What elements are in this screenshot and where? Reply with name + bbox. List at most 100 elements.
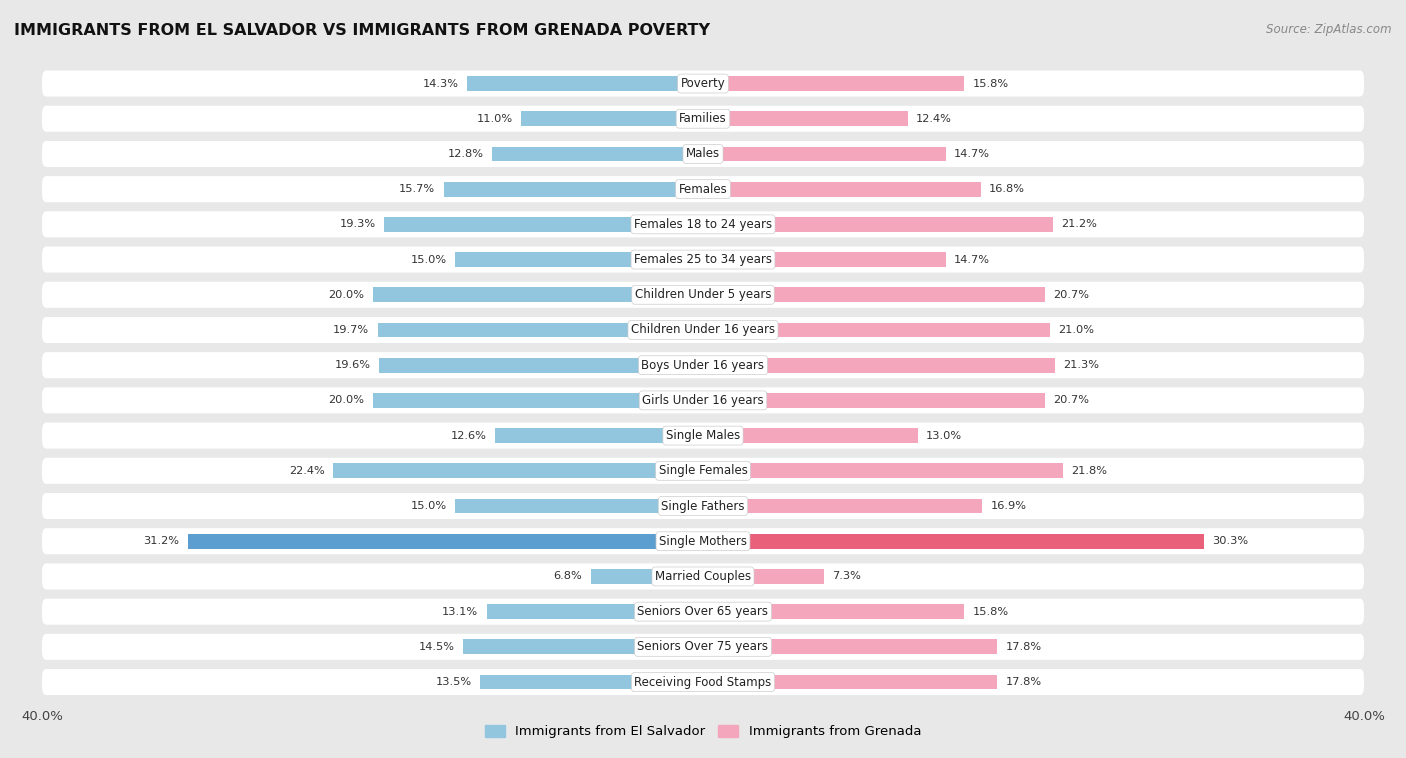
Text: 21.0%: 21.0%: [1059, 325, 1094, 335]
Bar: [703, 182, 980, 196]
Text: IMMIGRANTS FROM EL SALVADOR VS IMMIGRANTS FROM GRENADA POVERTY: IMMIGRANTS FROM EL SALVADOR VS IMMIGRANT…: [14, 23, 710, 38]
Bar: [703, 146, 946, 161]
Text: 19.6%: 19.6%: [335, 360, 371, 370]
Text: 15.0%: 15.0%: [411, 255, 447, 265]
FancyBboxPatch shape: [42, 105, 1364, 132]
Text: 30.3%: 30.3%: [1212, 536, 1249, 547]
Text: 12.8%: 12.8%: [447, 149, 484, 159]
FancyBboxPatch shape: [42, 493, 1364, 519]
Legend: Immigrants from El Salvador, Immigrants from Grenada: Immigrants from El Salvador, Immigrants …: [479, 719, 927, 744]
Bar: [703, 428, 918, 443]
Text: Receiving Food Stamps: Receiving Food Stamps: [634, 675, 772, 688]
Text: Seniors Over 75 years: Seniors Over 75 years: [637, 641, 769, 653]
Bar: [373, 287, 703, 302]
Text: 17.8%: 17.8%: [1005, 677, 1042, 687]
Text: Single Males: Single Males: [666, 429, 740, 442]
Text: Boys Under 16 years: Boys Under 16 years: [641, 359, 765, 371]
Bar: [703, 358, 1054, 373]
Text: 15.8%: 15.8%: [973, 79, 1008, 89]
Bar: [703, 499, 983, 513]
Bar: [703, 640, 997, 654]
Bar: [378, 323, 703, 337]
Text: 20.0%: 20.0%: [329, 396, 364, 406]
Text: 19.7%: 19.7%: [333, 325, 370, 335]
FancyBboxPatch shape: [42, 458, 1364, 484]
Bar: [703, 463, 1063, 478]
Text: 17.8%: 17.8%: [1005, 642, 1042, 652]
Bar: [703, 217, 1053, 232]
FancyBboxPatch shape: [42, 563, 1364, 590]
Bar: [373, 393, 703, 408]
Text: Families: Families: [679, 112, 727, 125]
FancyBboxPatch shape: [42, 317, 1364, 343]
Text: Males: Males: [686, 148, 720, 161]
Text: 12.6%: 12.6%: [451, 431, 486, 440]
Text: Children Under 16 years: Children Under 16 years: [631, 324, 775, 337]
Text: 16.9%: 16.9%: [990, 501, 1026, 511]
Text: 15.7%: 15.7%: [399, 184, 436, 194]
FancyBboxPatch shape: [42, 70, 1364, 96]
Bar: [456, 252, 703, 267]
Bar: [456, 499, 703, 513]
Bar: [703, 252, 946, 267]
Bar: [187, 534, 703, 549]
Text: 14.5%: 14.5%: [419, 642, 456, 652]
Text: Poverty: Poverty: [681, 77, 725, 90]
Text: 14.7%: 14.7%: [955, 255, 990, 265]
Bar: [495, 428, 703, 443]
FancyBboxPatch shape: [42, 141, 1364, 167]
Bar: [703, 534, 1204, 549]
Text: Females 25 to 34 years: Females 25 to 34 years: [634, 253, 772, 266]
FancyBboxPatch shape: [42, 352, 1364, 378]
Text: Single Females: Single Females: [658, 465, 748, 478]
FancyBboxPatch shape: [42, 246, 1364, 273]
Text: 22.4%: 22.4%: [288, 466, 325, 476]
Text: 13.0%: 13.0%: [927, 431, 962, 440]
Text: 31.2%: 31.2%: [143, 536, 180, 547]
Bar: [380, 358, 703, 373]
FancyBboxPatch shape: [42, 669, 1364, 695]
Bar: [703, 287, 1045, 302]
Text: Married Couples: Married Couples: [655, 570, 751, 583]
Text: 20.0%: 20.0%: [329, 290, 364, 299]
Text: 13.1%: 13.1%: [443, 606, 478, 617]
Text: 11.0%: 11.0%: [477, 114, 513, 124]
Text: 21.2%: 21.2%: [1062, 219, 1097, 230]
Bar: [467, 76, 703, 91]
Bar: [703, 393, 1045, 408]
FancyBboxPatch shape: [42, 282, 1364, 308]
Text: 21.8%: 21.8%: [1071, 466, 1108, 476]
FancyBboxPatch shape: [42, 387, 1364, 413]
Text: 20.7%: 20.7%: [1053, 290, 1090, 299]
Bar: [492, 146, 703, 161]
FancyBboxPatch shape: [42, 528, 1364, 554]
Text: 13.5%: 13.5%: [436, 677, 471, 687]
Text: Females: Females: [679, 183, 727, 196]
Bar: [703, 569, 824, 584]
Bar: [464, 640, 703, 654]
FancyBboxPatch shape: [42, 211, 1364, 237]
Text: Children Under 5 years: Children Under 5 years: [634, 288, 772, 301]
Text: 14.3%: 14.3%: [422, 79, 458, 89]
Text: 15.0%: 15.0%: [411, 501, 447, 511]
FancyBboxPatch shape: [42, 634, 1364, 660]
Bar: [479, 675, 703, 690]
Text: Source: ZipAtlas.com: Source: ZipAtlas.com: [1267, 23, 1392, 36]
Bar: [486, 604, 703, 619]
Text: 7.3%: 7.3%: [832, 572, 860, 581]
Bar: [444, 182, 703, 196]
Text: Females 18 to 24 years: Females 18 to 24 years: [634, 218, 772, 231]
Bar: [703, 604, 965, 619]
Text: 15.8%: 15.8%: [973, 606, 1008, 617]
Text: 6.8%: 6.8%: [554, 572, 582, 581]
Text: 16.8%: 16.8%: [988, 184, 1025, 194]
Text: 19.3%: 19.3%: [340, 219, 375, 230]
Bar: [522, 111, 703, 126]
Text: 12.4%: 12.4%: [917, 114, 952, 124]
Text: Seniors Over 65 years: Seniors Over 65 years: [637, 605, 769, 618]
Text: Single Fathers: Single Fathers: [661, 500, 745, 512]
Bar: [591, 569, 703, 584]
Bar: [703, 675, 997, 690]
Text: 20.7%: 20.7%: [1053, 396, 1090, 406]
Bar: [333, 463, 703, 478]
